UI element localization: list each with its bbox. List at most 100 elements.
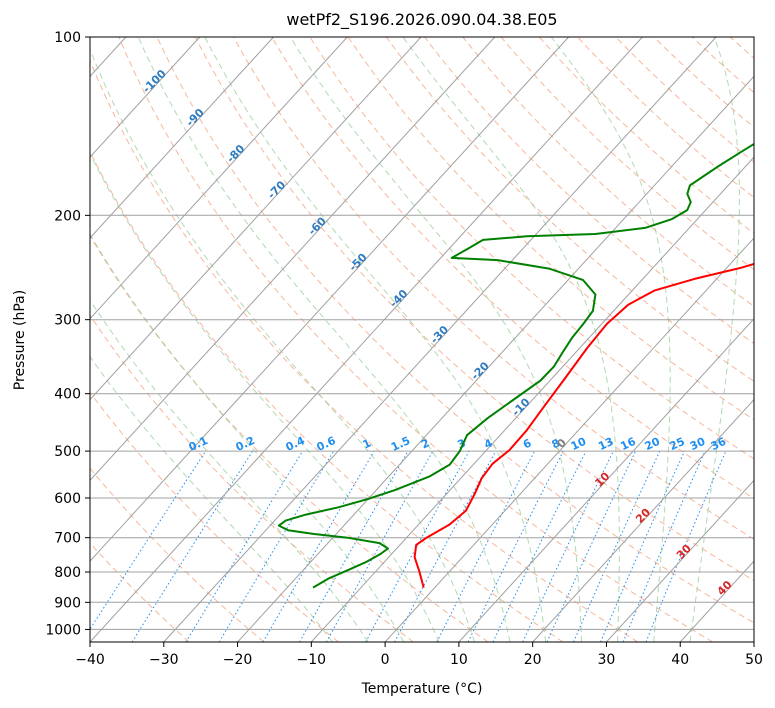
isotherm-line [90, 37, 569, 562]
mixing-ratio-line [546, 450, 637, 642]
isotherm-line [90, 37, 496, 482]
moist-adiabat-line [137, 37, 511, 642]
temperature-line [413, 262, 754, 588]
mixing-ratio-line [645, 450, 727, 642]
dry-adiabat-line [90, 391, 339, 642]
x-tick-label: 40 [671, 652, 689, 668]
isotherm-line [90, 37, 348, 320]
y-tick-label: 800 [54, 565, 81, 581]
isotherm-line [310, 156, 754, 642]
isotherm-label: -80 [224, 142, 247, 165]
y-tick-label: 500 [54, 444, 81, 460]
x-tick-label: −30 [149, 652, 179, 668]
isotherm-line [90, 37, 422, 401]
y-tick-label: 600 [54, 491, 81, 507]
y-tick-label: 700 [54, 531, 81, 547]
mixing-ratio-label: 30 [688, 435, 708, 453]
y-tick-label: 300 [54, 313, 81, 329]
isotherm-line [237, 75, 754, 642]
mixing-ratio-label: 36 [709, 435, 729, 453]
chart-title: wetPf2_S196.2026.090.04.38.E05 [286, 10, 558, 29]
dry-adiabat-line [194, 37, 754, 582]
isotherm-label: 20 [633, 506, 653, 526]
isotherm-label: -60 [306, 214, 329, 237]
grid-lines [90, 37, 754, 642]
moist-adiabat-line [90, 299, 369, 642]
moist-adiabat-line [402, 37, 620, 642]
y-tick-label: 200 [54, 208, 81, 224]
moist-adiabat-line [204, 37, 547, 642]
isotherm-line [90, 37, 643, 642]
isotherm-label: -90 [184, 106, 207, 129]
dry-adiabat-line [271, 37, 754, 500]
y-axis-label: Pressure (hPa) [12, 290, 28, 390]
x-tick-label: 20 [524, 652, 542, 668]
moist-adiabat-line [90, 152, 440, 642]
moist-adiabat-line [289, 37, 582, 642]
dry-adiabat-line [385, 37, 754, 382]
y-axis-ticks: 1000 900 800 700 600 500 400 300 200 100 [45, 30, 90, 638]
mixing-ratio-line [325, 450, 434, 642]
x-tick-label: −40 [75, 652, 105, 668]
dry-adiabat-line [424, 37, 754, 345]
moist-adiabat-line [90, 47, 475, 642]
y-tick-label: 1000 [45, 622, 81, 638]
mixing-ratio-label: 2 [419, 436, 431, 451]
dry-adiabat-line [769, 37, 775, 642]
mixing-ratio-label: 16 [618, 435, 638, 453]
mixing-ratio-line [131, 450, 254, 642]
moist-adiabat-line [550, 37, 671, 642]
moist-adiabat-line [689, 37, 740, 642]
mixing-ratio-line [522, 450, 614, 642]
isotherm-label: 10 [592, 469, 612, 489]
dewpoint-line [277, 142, 754, 589]
moist-adiabat-line [90, 355, 333, 642]
mixing-ratio-label: 20 [643, 435, 663, 453]
dry-adiabat-line [615, 37, 754, 163]
isotherm-line [163, 37, 717, 642]
x-tick-label: 0 [381, 652, 390, 668]
dry-adiabat-line [156, 37, 754, 624]
y-tick-label: 900 [54, 595, 81, 611]
dry-adiabat-line [538, 37, 754, 235]
dry-adiabat-line [347, 37, 754, 421]
isotherm-line [606, 479, 754, 642]
dry-adiabat-line [90, 467, 265, 642]
dry-adiabat-line [90, 150, 564, 642]
mixing-ratio-line [467, 450, 564, 642]
dry-adiabat-line [729, 37, 754, 59]
isotherm-line [753, 641, 754, 642]
mixing-ratio-label: 25 [667, 435, 686, 453]
isotherm-label: -100 [140, 67, 169, 96]
dry-adiabat-line [118, 37, 713, 642]
x-tick-label: 10 [450, 652, 468, 668]
x-tick-label: 50 [745, 652, 763, 668]
y-tick-label: 400 [54, 387, 81, 403]
isotherm-label: -50 [346, 251, 369, 274]
mixing-ratio-line [218, 450, 335, 642]
dry-adiabat-line [233, 37, 754, 540]
mixing-ratio-line [299, 450, 409, 642]
mixing-ratio-line [185, 450, 304, 642]
isotherm-line [90, 37, 274, 239]
x-tick-label: 30 [598, 652, 616, 668]
dry-adiabat-line [653, 37, 754, 128]
isotherm-label: -10 [509, 395, 532, 418]
mixing-ratio-line [622, 450, 706, 642]
dry-adiabat-line [691, 37, 754, 94]
line-labels: 0.1 0.2 0.4 0.6 1 1.5 2 3 4 6 8 10 13 16 20 25 30 36-100-… [140, 67, 735, 598]
y-tick-label: 100 [54, 30, 81, 46]
mixing-ratio-line [90, 450, 207, 631]
background-lines [90, 37, 775, 642]
x-axis-ticks: −40 −30 −20 −10 0 10 20 30 40 50 [75, 642, 763, 668]
mixing-ratio-label: 4 [482, 436, 495, 451]
profiles [277, 142, 754, 589]
isotherm-label: 40 [715, 578, 735, 598]
isotherm-line [90, 37, 201, 158]
mixing-ratio-label: 6 [521, 436, 534, 451]
mixing-ratio-line [365, 450, 470, 642]
dry-adiabat-line [90, 59, 639, 642]
mixing-ratio-line [262, 450, 375, 642]
plot-frame [89, 36, 755, 643]
